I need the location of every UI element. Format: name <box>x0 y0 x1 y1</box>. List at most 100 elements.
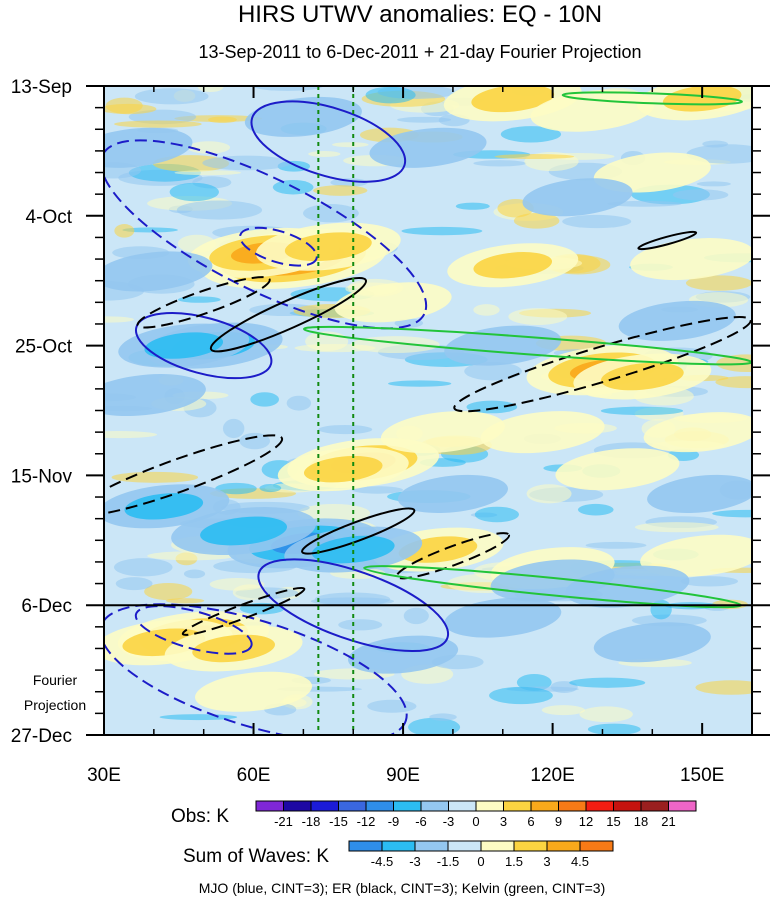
texture-cell <box>104 316 134 323</box>
texture-cell <box>259 484 282 493</box>
texture-cell <box>286 395 312 411</box>
texture-cell <box>569 677 646 688</box>
texture-cell <box>144 583 193 601</box>
waves-colorbar-swatch <box>579 840 614 852</box>
waves-colorbar-swatch <box>546 840 581 852</box>
texture-cell <box>114 120 202 128</box>
obs-colorbar-swatch <box>530 800 559 812</box>
texture-cell <box>695 680 752 695</box>
waves-colorbar-swatch <box>381 840 416 852</box>
anomaly-blob <box>630 238 752 281</box>
footnote: MJO (blue, CINT=3); ER (black, CINT=3); … <box>199 880 606 896</box>
obs-colorbar-swatch <box>338 800 367 812</box>
er-contour <box>104 434 284 517</box>
texture-cell <box>239 432 271 450</box>
anomaly-blob-level <box>593 152 711 193</box>
y-tick-label: 6-Dec <box>21 596 72 617</box>
anomaly-field <box>104 86 752 712</box>
er-contour <box>209 276 368 353</box>
anomaly-blob-level <box>380 411 505 454</box>
waves-colorbar-swatch <box>447 840 482 852</box>
anomaly-blob-level <box>593 622 711 663</box>
texture-cell <box>365 86 416 104</box>
obs-colorbar-level: 9 <box>555 814 562 829</box>
anomaly-blob <box>593 622 711 663</box>
anomaly-blob <box>104 374 206 417</box>
y-tick-label: 13-Sep <box>11 77 72 98</box>
obs-colorbar-swatch <box>558 800 587 812</box>
anomaly-blob-level <box>640 534 752 577</box>
er-contour <box>395 532 511 580</box>
anomaly-blob <box>348 635 459 674</box>
anomaly-blob-level <box>530 89 655 132</box>
texture-cell <box>500 126 562 143</box>
texture-cell <box>600 406 684 416</box>
mjo-contour <box>104 603 408 735</box>
obs-colorbar-level: 15 <box>606 814 620 829</box>
anomaly-blob <box>104 251 213 292</box>
texture-cell <box>607 200 682 207</box>
anomaly-blob-level <box>124 493 204 520</box>
obs-colorbar-swatch <box>283 800 312 812</box>
anomaly-blob-level <box>200 516 288 546</box>
texture-cell <box>712 509 752 518</box>
obs-colorbar-level: 3 <box>500 814 507 829</box>
anomaly-blob-level <box>104 374 206 417</box>
texture-cell <box>177 296 221 303</box>
texture-cell <box>696 181 731 187</box>
texture-cell <box>104 431 157 439</box>
texture-cell <box>202 155 292 171</box>
texture-cell <box>408 717 461 735</box>
obs-colorbar-level: -21 <box>274 814 293 829</box>
anomaly-blob-level <box>471 86 555 113</box>
obs-colorbar-swatch <box>365 800 394 812</box>
anomaly-blob-level <box>555 448 680 491</box>
obs-colorbar-level: -6 <box>415 814 427 829</box>
anomaly-blob-level <box>144 332 224 359</box>
anomaly-blob-level <box>480 411 605 454</box>
er-contour <box>136 276 271 329</box>
anomaly-blob <box>397 474 508 513</box>
projection-label-line2: Projection <box>24 697 86 713</box>
texture-cell <box>464 362 522 381</box>
obs-colorbar-swatch <box>310 800 339 812</box>
anomaly-blob <box>444 325 562 366</box>
anomaly-blob <box>618 300 736 341</box>
anomaly-blob <box>447 243 579 288</box>
texture-cell <box>401 226 483 236</box>
waves-colorbar-label: Sum of Waves: K <box>183 846 329 867</box>
texture-cell <box>303 204 359 223</box>
anomaly-blob-level <box>444 325 562 366</box>
mjo-contour <box>239 226 318 267</box>
waves-colorbar-level: -1.5 <box>437 854 459 869</box>
obs-colorbar-swatch <box>613 800 642 812</box>
mjo-contour <box>257 558 450 653</box>
texture-cell <box>332 142 369 148</box>
texture-cell <box>397 116 452 123</box>
texture-cell <box>222 418 245 439</box>
texture-cell <box>680 576 738 587</box>
anomaly-blob <box>647 474 752 513</box>
anomaly-blob-level <box>618 300 736 341</box>
texture-cell <box>429 713 457 721</box>
anomaly-blob-level <box>600 362 684 391</box>
texture-cell <box>122 227 178 233</box>
waves-colorbar-level: 4.5 <box>571 854 589 869</box>
obs-colorbar-swatch <box>585 800 614 812</box>
plot-area <box>104 86 752 735</box>
anomaly-blob <box>277 447 409 492</box>
obs-colorbar-swatch <box>448 800 477 812</box>
anomaly-blob <box>171 507 316 556</box>
texture-cell <box>455 202 490 210</box>
waves-colorbar-level: 1.5 <box>505 854 523 869</box>
anomaly-blob-level <box>647 474 752 513</box>
obs-colorbar-level: 12 <box>579 814 593 829</box>
anomaly-blob-level <box>195 671 313 712</box>
texture-cell <box>114 224 135 238</box>
texture-cell <box>650 599 672 620</box>
texture-cell <box>176 200 263 220</box>
texture-cell <box>672 189 729 201</box>
texture-cell <box>513 212 560 229</box>
anomaly-blob-level <box>303 456 383 483</box>
y-tick-label: 27-Dec <box>11 726 72 747</box>
